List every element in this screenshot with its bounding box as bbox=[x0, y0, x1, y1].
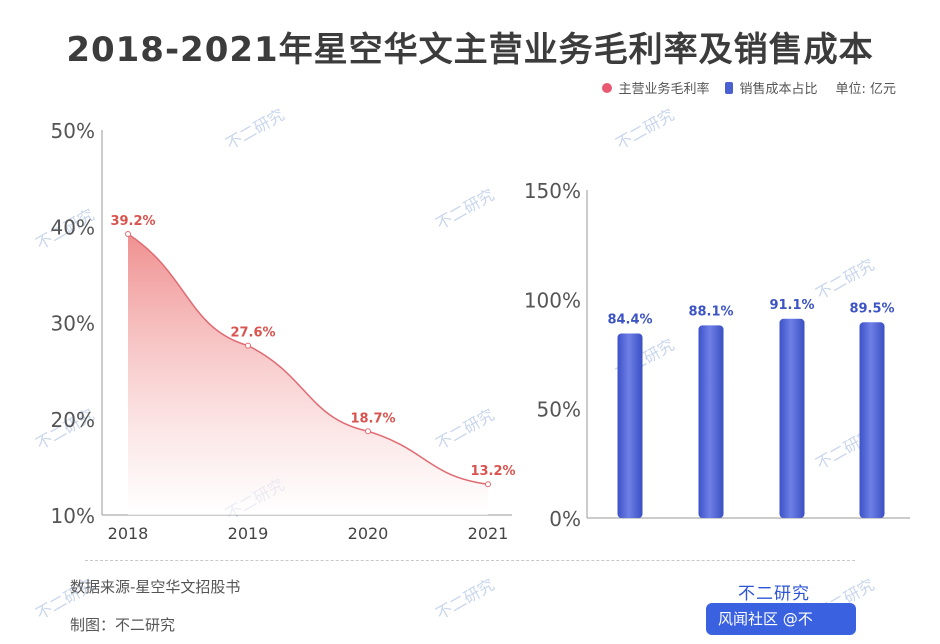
watermark-text: 不二研究 bbox=[223, 105, 288, 153]
legend-bar-marker bbox=[725, 81, 734, 94]
bar-y-tick-label: 0% bbox=[549, 507, 581, 531]
area-data-label: 39.2% bbox=[110, 214, 155, 229]
area-point bbox=[245, 342, 251, 349]
bar-data-label: 91.1% bbox=[769, 298, 814, 313]
legend: 主营业务毛利率 销售成本占比 单位: 亿元 bbox=[602, 78, 896, 97]
bar-data-label: 89.5% bbox=[849, 301, 894, 316]
area-x-tick-label: 2018 bbox=[108, 524, 149, 543]
area-point bbox=[125, 230, 131, 237]
area-y-tick-label: 40% bbox=[51, 215, 95, 239]
brand-badge-text: 风闻社区 @不 bbox=[718, 610, 813, 628]
area-point bbox=[485, 481, 491, 488]
legend-series2-label: 销售成本占比 bbox=[739, 82, 818, 97]
footer-divider bbox=[85, 560, 855, 561]
bar-data-label: 88.1% bbox=[688, 304, 733, 319]
area-data-label: 18.7% bbox=[350, 411, 395, 426]
chart-title: 2018-2021年星空华文主营业务毛利率及销售成本 bbox=[66, 30, 874, 70]
area-x-tick-label: 2021 bbox=[468, 524, 509, 543]
area-x-tick-label: 2020 bbox=[348, 524, 389, 543]
bar-y-tick-label: 150% bbox=[524, 179, 581, 203]
bar-y-tick-label: 100% bbox=[524, 288, 581, 312]
bar bbox=[779, 318, 805, 518]
bar bbox=[617, 333, 643, 518]
watermark-text: 不二研究 bbox=[433, 405, 498, 453]
brand-badge: 风闻社区 @不 bbox=[706, 603, 856, 635]
area-fill bbox=[128, 233, 488, 515]
area-point bbox=[365, 428, 371, 435]
area-y-tick-label: 10% bbox=[51, 504, 95, 528]
legend-unit: 单位: 亿元 bbox=[835, 82, 896, 97]
watermark-text: 不二研究 bbox=[613, 105, 678, 153]
maker-note: 制图：不二研究 bbox=[70, 616, 176, 634]
area-x-tick-label: 2019 bbox=[228, 524, 269, 543]
area-data-label: 27.6% bbox=[230, 326, 275, 341]
source-note: 数据来源-星空华文招股书 bbox=[70, 578, 241, 596]
watermark-text: 不二研究 bbox=[433, 185, 498, 233]
watermark-text: 不二研究 bbox=[433, 575, 498, 623]
area-y-tick-label: 50% bbox=[51, 119, 95, 143]
area-chart: 10% 20% 30% 40% 50% 2018 2019 2020 2021 39.2% 27.6… bbox=[51, 119, 516, 543]
area-data-label: 13.2% bbox=[470, 464, 515, 479]
area-y-tick-label: 20% bbox=[51, 408, 95, 432]
bar bbox=[859, 322, 885, 518]
bar-chart: 0% 50% 100% 150% 84.4% 88.1% 91.1% 89.5% bbox=[524, 179, 910, 531]
area-y-tick-label: 30% bbox=[51, 312, 95, 336]
brand-logo-text: 不二研究 bbox=[738, 584, 810, 604]
legend-line-marker bbox=[602, 82, 613, 93]
bar bbox=[698, 325, 724, 518]
legend-series1-label: 主营业务毛利率 bbox=[618, 82, 710, 97]
bar-data-label: 84.4% bbox=[607, 312, 652, 327]
watermark-text: 不二研究 bbox=[813, 255, 878, 303]
area-series-line bbox=[127, 233, 489, 485]
bar-y-tick-label: 50% bbox=[537, 398, 581, 422]
